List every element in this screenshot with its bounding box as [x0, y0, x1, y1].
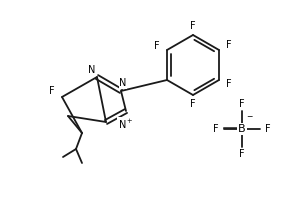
Text: B: B [238, 124, 246, 134]
Text: F: F [226, 79, 232, 89]
Text: F: F [265, 124, 271, 134]
Text: F: F [239, 149, 245, 159]
Text: F: F [190, 21, 196, 31]
Text: N$^+$: N$^+$ [118, 117, 134, 131]
Text: N: N [88, 65, 96, 75]
Text: N: N [119, 78, 127, 88]
Text: F: F [190, 99, 196, 109]
Text: F: F [154, 41, 160, 51]
Text: F: F [49, 86, 55, 96]
Text: F: F [226, 40, 232, 50]
Text: $^-$: $^-$ [245, 114, 254, 124]
Text: F: F [239, 99, 245, 109]
Text: F: F [213, 124, 219, 134]
